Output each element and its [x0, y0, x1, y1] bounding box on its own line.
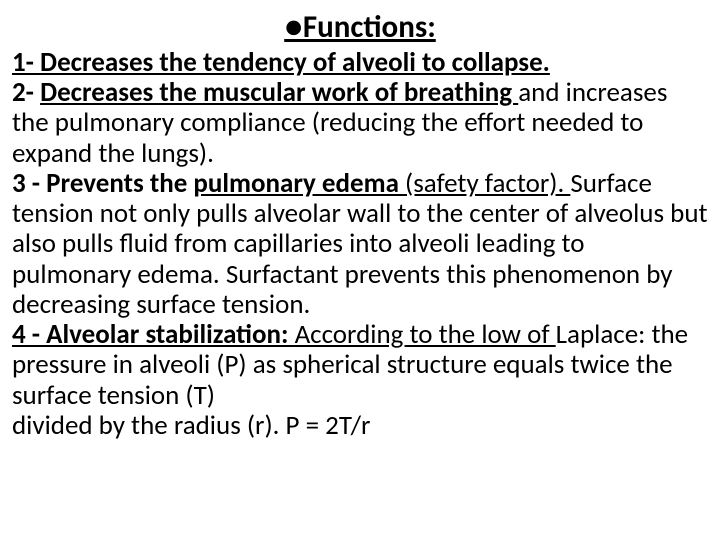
point-2-lead: 2-	[12, 76, 40, 109]
point-3-paren: (safety factor).	[405, 167, 570, 200]
point-4: 4 - Alveolar stabilization: According to…	[12, 320, 708, 441]
slide-body: 1- Decreases the tendency of alveoli to …	[12, 48, 708, 441]
point-3-key: pulmonary edema	[193, 167, 405, 200]
point-3: 3 - Prevents the pulmonary edema (safety…	[12, 169, 708, 320]
point-1-text: 1- Decreases the tendency of alveoli to …	[12, 46, 550, 79]
slide-title: ●Functions:	[12, 8, 708, 46]
point-4-lead: 4 - Alveolar stabilization:	[12, 318, 295, 351]
point-2-key: Decreases the muscular work of breathing	[40, 76, 518, 109]
point-1: 1- Decreases the tendency of alveoli to …	[12, 48, 708, 78]
point-4-tail: According to the low of	[295, 318, 556, 351]
point-2: 2- Decreases the muscular work of breath…	[12, 78, 708, 169]
slide: ●Functions: 1- Decreases the tendency of…	[0, 0, 720, 540]
point-3-lead: 3 - Prevents the	[12, 167, 193, 200]
